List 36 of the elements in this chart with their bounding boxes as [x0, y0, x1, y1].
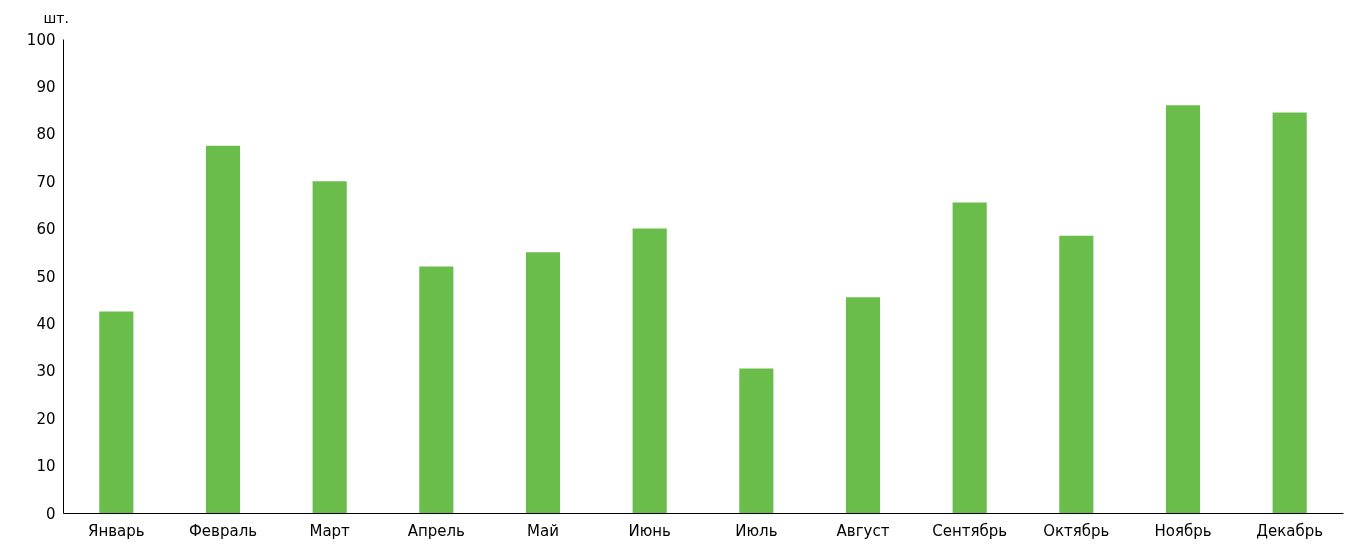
y-tick-label: 100: [26, 30, 56, 49]
bar: [205, 145, 241, 513]
bar: [632, 228, 667, 513]
x-tick-label: Июнь: [628, 521, 671, 540]
y-tick-label: 80: [36, 125, 56, 144]
bar: [1272, 112, 1307, 513]
bar: [99, 311, 134, 513]
bar: [525, 252, 561, 513]
bar: [739, 368, 774, 513]
x-tick-label: Сентябрь: [932, 521, 1008, 540]
y-tick-label: 40: [36, 314, 56, 333]
y-tick-label: 0: [45, 504, 56, 523]
y-tick-label: 20: [36, 409, 56, 428]
x-tick-label: Март: [309, 521, 351, 540]
bar: [1165, 105, 1201, 513]
bar: [1059, 235, 1094, 513]
x-tick-label: Декабрь: [1256, 521, 1324, 540]
y-tick-label: 30: [36, 362, 56, 381]
y-tick-label: 10: [36, 457, 56, 476]
x-tick-label: Апрель: [407, 521, 465, 540]
x-tick-label: Январь: [88, 521, 145, 540]
bar: [419, 266, 454, 513]
x-tick-label: Февраль: [188, 521, 258, 540]
x-tick-label: Ноябрь: [1154, 521, 1212, 540]
y-tick-label: 60: [36, 220, 56, 239]
y-tick-label: 90: [36, 77, 56, 96]
x-tick-label: Август: [836, 521, 890, 540]
y-axis-title: шт.: [43, 9, 69, 26]
x-tick-label: Октябрь: [1043, 521, 1110, 540]
x-tick-label: Май: [527, 521, 559, 540]
x-tick-label: Июль: [735, 521, 778, 540]
bar: [312, 181, 347, 513]
y-tick-label: 50: [36, 267, 56, 286]
bar: [845, 297, 881, 513]
bar: [952, 202, 987, 513]
y-tick-label: 70: [36, 172, 56, 191]
